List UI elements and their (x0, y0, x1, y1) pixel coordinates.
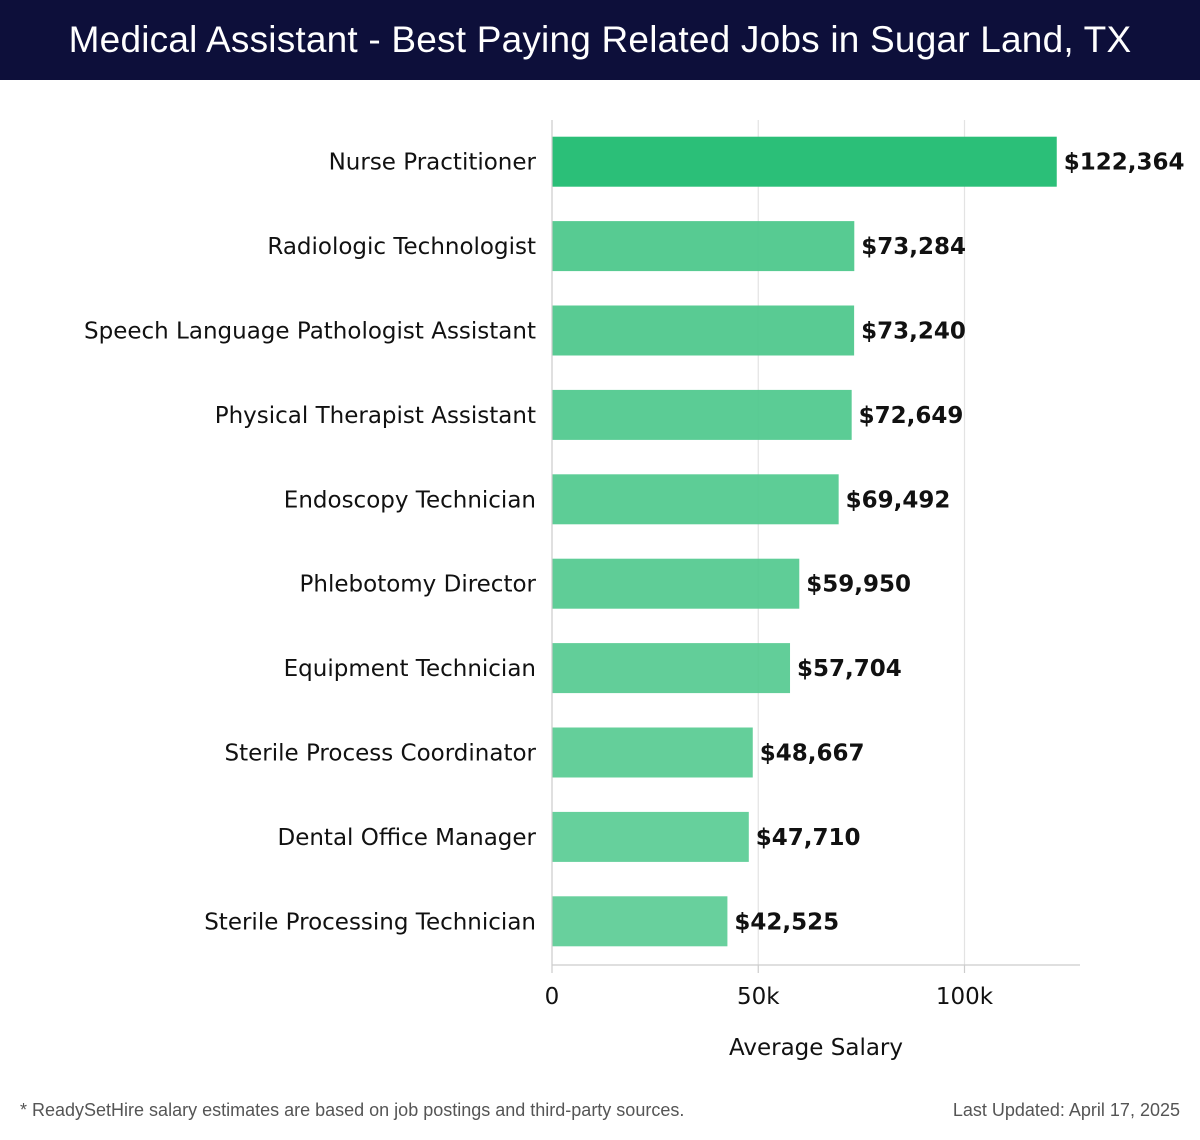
label-layer: Nurse Practitioner $122,364 Radiologic Tec… (84, 150, 1185, 936)
bar-layer (552, 136, 1057, 947)
value-label: $48,667 (760, 741, 865, 767)
x-tick-label: 50k (737, 984, 780, 1010)
category-label: Physical Therapist Assistant (215, 403, 536, 429)
last-updated: Last Updated: April 17, 2025 (952, 1100, 1180, 1120)
value-label: $72,649 (859, 403, 964, 429)
bar (552, 136, 1057, 187)
bar (552, 221, 855, 272)
bar (552, 643, 791, 694)
bar (552, 474, 839, 525)
axis-layer: 0 50k 100k Average Salary (545, 120, 1080, 1061)
bar (552, 896, 728, 947)
value-label: $73,240 (861, 319, 966, 345)
category-label: Sterile Processing Technician (204, 909, 536, 935)
value-label: $69,492 (846, 487, 951, 513)
chart-title: Medical Assistant - Best Paying Related … (68, 19, 1132, 60)
category-label: Speech Language Pathologist Assistant (84, 319, 536, 345)
category-label: Phlebotomy Director (300, 572, 537, 598)
footer-note: * ReadySetHire salary estimates are base… (20, 1100, 685, 1120)
category-label: Equipment Technician (284, 656, 536, 682)
value-label: $47,710 (756, 825, 861, 851)
value-label: $59,950 (806, 572, 911, 598)
category-label: Radiologic Technologist (267, 234, 536, 260)
value-label: $73,284 (861, 234, 966, 260)
category-label: Dental Office Manager (277, 825, 536, 851)
value-label: $57,704 (797, 656, 902, 682)
value-label: $122,364 (1064, 150, 1185, 176)
category-label: Sterile Process Coordinator (225, 741, 537, 767)
x-tick-label: 0 (545, 984, 560, 1010)
category-label: Endoscopy Technician (284, 487, 536, 513)
value-label: $42,525 (734, 909, 839, 935)
title-bar: Medical Assistant - Best Paying Related … (0, 0, 1200, 80)
x-axis-title: Average Salary (729, 1035, 903, 1061)
bar (552, 727, 753, 778)
bar (552, 389, 852, 440)
bar (552, 558, 800, 609)
bar (552, 305, 855, 356)
salary-bar-chart: Nurse Practitioner $122,364 Radiologic Tec… (84, 120, 1185, 1061)
category-label: Nurse Practitioner (329, 150, 537, 176)
x-tick-label: 100k (936, 984, 994, 1010)
bar (552, 811, 749, 862)
